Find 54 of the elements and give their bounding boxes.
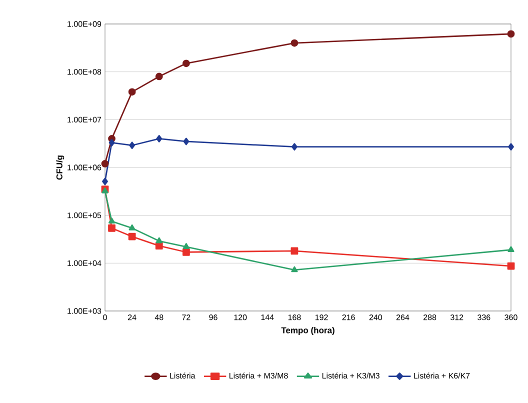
point [291,266,298,272]
point [108,138,115,146]
point [108,224,116,232]
point [182,243,190,249]
point [182,248,190,256]
legend-label: Listéria + K3/M3 [322,372,380,379]
x-tick-label: 120 [234,314,247,320]
point [507,30,515,38]
y-tick-label: 1.00E+04 [68,260,102,266]
x-tick-label: 96 [209,314,218,320]
point [128,88,136,96]
point [128,232,136,240]
point [155,72,163,80]
point [155,242,163,250]
point [128,224,136,230]
point [292,143,298,151]
point [290,39,298,47]
x-tick-label: 144 [261,314,274,320]
x-axis-title: Tempo (hora) [281,327,334,335]
point [101,160,109,168]
point [508,143,514,151]
point [290,247,298,255]
x-tick-label: 72 [182,314,190,320]
x-tick-label: 240 [369,314,382,320]
x-tick-label: 288 [424,314,436,320]
y-tick-label: 1.00E+07 [68,116,102,122]
point [129,142,136,150]
point [183,138,190,146]
point [507,262,515,270]
x-tick-label: 312 [450,314,464,320]
y-tick-label: 1.00E+09 [68,21,102,27]
y-tick-label: 1.00E+03 [68,308,102,314]
y-axis-title: CFU/g [56,156,64,180]
point [156,134,162,142]
x-tick-label: 168 [288,314,301,320]
x-tick-label: 192 [315,314,328,320]
x-tick-label: 336 [478,314,490,320]
point [508,246,514,252]
y-tick-label: 1.00E+08 [68,68,102,75]
x-tick-label: 0 [103,314,107,320]
x-tick-label: 24 [128,314,136,320]
point [108,218,116,224]
y-tick-label: 1.00E+05 [68,212,102,218]
point [182,60,190,68]
point [102,178,108,186]
x-tick-label: 216 [342,314,355,320]
x-tick-label: 360 [504,314,518,320]
y-tick-label: 1.00E+06 [68,164,102,170]
point [156,237,162,244]
x-tick-label: 264 [396,314,410,320]
legend-label: Listéria + M3/M8 [230,372,288,379]
x-tick-label: 48 [154,314,164,320]
legend-label: Listéria [170,372,196,379]
legend-label: Listéria + K6/K7 [414,372,470,379]
